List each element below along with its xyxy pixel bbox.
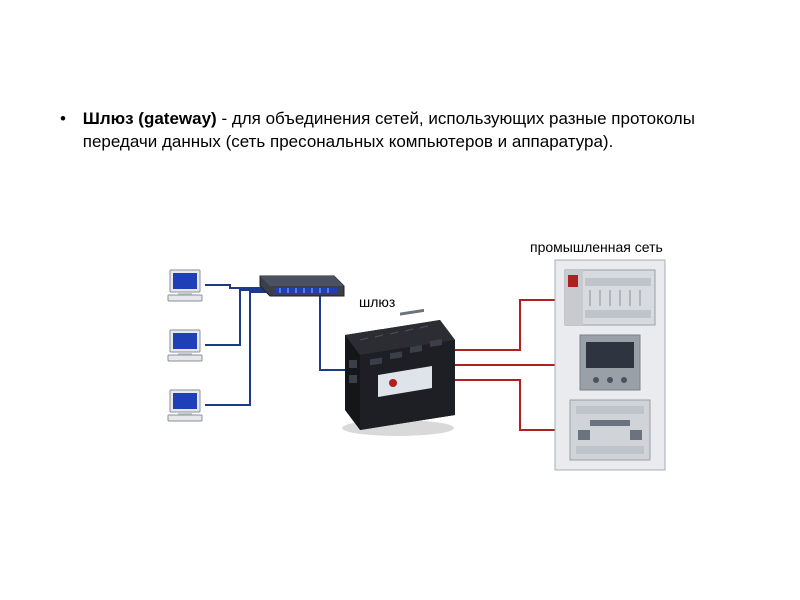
pc-icon-2	[168, 330, 202, 361]
cable-gateway-unit3	[448, 380, 568, 430]
cable-switch-gateway	[320, 292, 345, 370]
cable-gateway-unit1	[448, 300, 563, 350]
gateway-icon	[342, 309, 455, 436]
plc-unit-2	[580, 335, 640, 390]
pc-icon-1	[168, 270, 202, 301]
cable-pc2-switch	[205, 290, 275, 345]
cable-pc3-switch	[205, 292, 285, 405]
cabinet-icon	[555, 260, 665, 470]
network-diagram	[0, 0, 800, 600]
pc-icon-3	[168, 390, 202, 421]
cable-pc1-switch	[205, 285, 265, 288]
page: • Шлюз (gateway) - для объединения сетей…	[0, 0, 800, 600]
switch-icon	[260, 276, 344, 296]
plc-unit-1	[565, 270, 655, 325]
plc-unit-3	[570, 400, 650, 460]
